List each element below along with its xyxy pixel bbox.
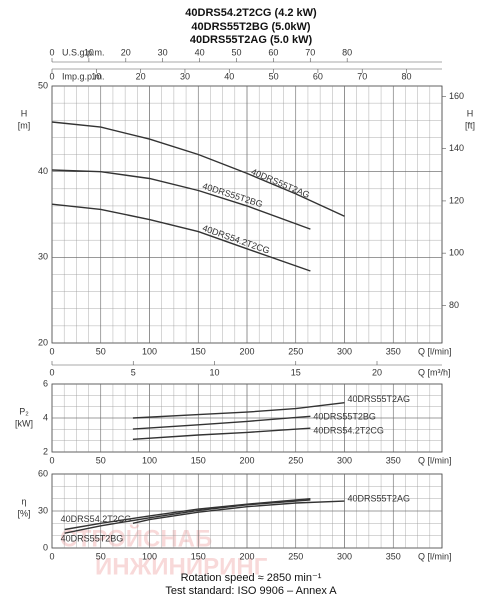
x-tick-label: 250 bbox=[288, 455, 303, 465]
header-line: 40DRS55T2AG (5.0 kW) bbox=[190, 34, 313, 46]
x-tick-label: 150 bbox=[191, 455, 206, 465]
curve bbox=[51, 121, 345, 217]
curve bbox=[132, 427, 311, 440]
top-axis-tick-label: 40 bbox=[195, 47, 205, 57]
y-tick-label: 40 bbox=[38, 166, 48, 176]
curve bbox=[51, 169, 311, 230]
y-axis-label: P₂ bbox=[19, 406, 29, 416]
y-axis-unit: [%] bbox=[17, 508, 30, 518]
x-tick-label: 300 bbox=[337, 455, 352, 465]
y-tick-label: 4 bbox=[43, 412, 48, 422]
x-axis-label: Q [l/min] bbox=[418, 455, 452, 465]
top-axis-tick-label: 20 bbox=[121, 47, 131, 57]
curve-label: 40DRS54.2T2CG bbox=[201, 223, 271, 256]
x-tick-label: 350 bbox=[386, 346, 401, 356]
y-axis-label: H bbox=[21, 108, 28, 118]
y-tick-label: 60 bbox=[38, 468, 48, 478]
x-tick-label: 50 bbox=[96, 455, 106, 465]
curve bbox=[64, 499, 311, 534]
x-tick-label: 0 bbox=[49, 346, 54, 356]
y-axis-label: η bbox=[21, 496, 26, 506]
y-tick-label: 0 bbox=[43, 542, 48, 552]
curve-label: 40DRS55T2AG bbox=[348, 494, 411, 504]
header-line: 40DRS54.2T2CG (4.2 kW) bbox=[185, 7, 317, 19]
y-tick-label: 30 bbox=[38, 505, 48, 515]
y-tick-label: 2 bbox=[43, 446, 48, 456]
top-axis-tick-label: 40 bbox=[224, 71, 234, 81]
x-tick-label: 100 bbox=[142, 551, 157, 561]
top-axis-tick-label: 80 bbox=[342, 47, 352, 57]
top-axis-label: U.S.g.p.m. bbox=[62, 47, 105, 57]
x-tick-label: 300 bbox=[337, 346, 352, 356]
curve bbox=[132, 402, 345, 419]
x-tick-label: 200 bbox=[239, 455, 254, 465]
y2-tick-label: 160 bbox=[449, 91, 464, 101]
top-axis-tick-label: 30 bbox=[158, 47, 168, 57]
top-axis-tick-label: 10 bbox=[84, 47, 94, 57]
top-axis-tick-label: 60 bbox=[268, 47, 278, 57]
y2-axis-label: H bbox=[467, 108, 474, 118]
curve bbox=[51, 203, 311, 272]
x-tick-label: 350 bbox=[386, 455, 401, 465]
footer-line: Rotation speed ≈ 2850 min⁻¹ bbox=[181, 572, 322, 584]
x-tick-label: 250 bbox=[288, 346, 303, 356]
top-axis-tick-label: 70 bbox=[305, 47, 315, 57]
y2-tick-label: 140 bbox=[449, 143, 464, 153]
y-axis-unit: [kW] bbox=[15, 418, 33, 428]
top-axis-tick-label: 70 bbox=[357, 71, 367, 81]
x-tick-label: 200 bbox=[239, 346, 254, 356]
x-tick-label: 50 bbox=[96, 551, 106, 561]
curve-label: 40DRS55T2BG bbox=[61, 534, 124, 544]
y2-tick-label: 120 bbox=[449, 195, 464, 205]
top-axis-tick-label: 10 bbox=[91, 71, 101, 81]
footer-line: Test standard: ISO 9906 – Annex A bbox=[165, 585, 337, 597]
x-tick-label: 200 bbox=[239, 551, 254, 561]
x-axis-label: Q [l/min] bbox=[418, 346, 452, 356]
curve-label: 40DRS55T2BG bbox=[313, 412, 376, 422]
x-tick-label: 100 bbox=[142, 455, 157, 465]
top-axis-tick-label: 30 bbox=[180, 71, 190, 81]
x-tick-label: 150 bbox=[191, 551, 206, 561]
header-line: 40DRS55T2BG (5.0kW) bbox=[191, 21, 311, 33]
y-axis-unit: [m] bbox=[18, 120, 31, 130]
curve-label: 40DRS54.2T2CG bbox=[313, 426, 384, 436]
top-axis-tick-label: 50 bbox=[269, 71, 279, 81]
x-tick-label: 250 bbox=[288, 551, 303, 561]
y-tick-label: 20 bbox=[38, 337, 48, 347]
top-axis-tick-label: 60 bbox=[313, 71, 323, 81]
top-axis-tick-label: 0 bbox=[49, 47, 54, 57]
curve bbox=[132, 415, 311, 430]
x-tick-label: 0 bbox=[49, 455, 54, 465]
top-axis-tick-label: 50 bbox=[231, 47, 241, 57]
y-tick-label: 6 bbox=[43, 378, 48, 388]
top-axis-tick-label: 80 bbox=[402, 71, 412, 81]
x-tick-label: 150 bbox=[191, 346, 206, 356]
y-tick-label: 30 bbox=[38, 252, 48, 262]
bottom-axis-tick-label: 20 bbox=[372, 367, 382, 377]
bottom-axis-tick-label: 5 bbox=[131, 367, 136, 377]
x-tick-label: 300 bbox=[337, 551, 352, 561]
x-axis-label: Q [l/min] bbox=[418, 551, 452, 561]
curve-label: 40DRS55T2AG bbox=[348, 394, 411, 404]
x-tick-label: 0 bbox=[49, 551, 54, 561]
top-axis-tick-label: 20 bbox=[136, 71, 146, 81]
x-tick-label: 50 bbox=[96, 346, 106, 356]
y-tick-label: 50 bbox=[38, 80, 48, 90]
y2-tick-label: 100 bbox=[449, 248, 464, 258]
y2-axis-unit: [ft] bbox=[465, 120, 475, 130]
bottom-axis-tick-label: 15 bbox=[291, 367, 301, 377]
curve bbox=[132, 500, 345, 524]
y2-tick-label: 80 bbox=[449, 300, 459, 310]
bottom-axis-label: Q [m³/h] bbox=[418, 367, 451, 377]
x-tick-label: 100 bbox=[142, 346, 157, 356]
top-axis-tick-label: 0 bbox=[49, 71, 54, 81]
top-axis-label: Imp.g.p.m. bbox=[62, 71, 105, 81]
x-tick-label: 350 bbox=[386, 551, 401, 561]
bottom-axis-tick-label: 10 bbox=[209, 367, 219, 377]
bottom-axis-tick-label: 0 bbox=[49, 367, 54, 377]
watermark: ИНЖИНИРИНГ bbox=[95, 553, 268, 580]
curve-label: 40DRS54.2T2CG bbox=[61, 514, 132, 524]
